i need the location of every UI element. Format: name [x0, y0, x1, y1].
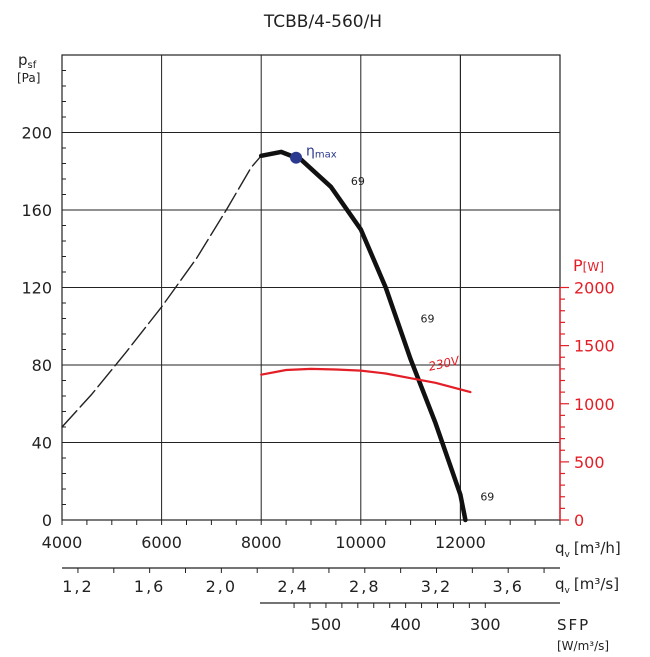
right-tick-label-1: 500	[574, 453, 605, 472]
x-tick-label-4: 12000	[435, 533, 486, 552]
x-tick-label-0: 4000	[42, 533, 83, 552]
right-tick-label-2: 1000	[574, 395, 615, 414]
grid	[62, 55, 560, 520]
x2-tick-label-1: 1,6	[134, 577, 165, 596]
x2-tick-label-6: 3,6	[492, 577, 523, 596]
x-tick-label-3: 10000	[335, 533, 386, 552]
x-axis-m3s: 1,2 1,6 2,0 2,4 2,8 3,2 3,6	[62, 568, 560, 596]
right-axis-label: P[W]	[573, 256, 604, 275]
right-tick-label-0: 0	[574, 511, 584, 530]
annotation-69-2: 69	[480, 491, 494, 504]
eta-max-label: ηmax	[306, 144, 337, 161]
x3-tick-label-1: 400	[390, 615, 421, 634]
x-axis-3-label: SFP	[557, 616, 590, 634]
x2-tick-label-4: 2,8	[349, 577, 380, 596]
x-axis-2-label: qv[m³/s]	[555, 575, 619, 596]
left-axis-label: psf	[18, 51, 37, 71]
left-tick-label-4: 160	[21, 201, 52, 220]
x2-tick-label-0: 1,2	[62, 577, 93, 596]
left-axis-unit: [Pa]	[17, 71, 40, 85]
left-tick-label-0: 0	[42, 511, 52, 530]
x2-tick-label-3: 2,4	[277, 577, 308, 596]
x-axis-sfp: 500 400 300	[260, 603, 560, 634]
right-axis: 0 500 1000 1500 2000	[560, 279, 615, 531]
x2-tick-label-2: 2,0	[206, 577, 237, 596]
annotation-69-1: 69	[421, 312, 435, 325]
annotations: 69 69 69 ηmax	[290, 144, 494, 504]
right-tick-label-3: 1500	[574, 337, 615, 356]
series-pressure	[261, 152, 465, 520]
x-axis-3-unit: [W/m³/s]	[557, 639, 609, 653]
left-tick-label-5: 200	[21, 124, 52, 143]
series-power	[261, 369, 470, 392]
x3-tick-label-2: 300	[470, 615, 501, 634]
x-tick-label-2: 8000	[241, 533, 282, 552]
x-axis-label: qv[m³/h]	[555, 539, 621, 560]
x-tick-label-1: 6000	[141, 533, 182, 552]
series-layer: 230V	[62, 152, 470, 520]
x-axis: 4000 6000 8000 10000 12000	[42, 520, 560, 552]
x2-tick-label-5: 3,2	[421, 577, 452, 596]
left-tick-label-1: 40	[32, 434, 52, 453]
eta-max-point	[290, 152, 302, 164]
left-tick-label-2: 80	[32, 356, 52, 375]
annotation-69-0: 69	[351, 175, 365, 188]
chart-title: TCBB/4-560/H	[263, 12, 382, 32]
right-tick-label-4: 2000	[574, 279, 615, 298]
left-tick-label-3: 120	[21, 279, 52, 298]
x3-tick-label-0: 500	[311, 615, 342, 634]
series-label-230v: 230V	[427, 353, 461, 373]
